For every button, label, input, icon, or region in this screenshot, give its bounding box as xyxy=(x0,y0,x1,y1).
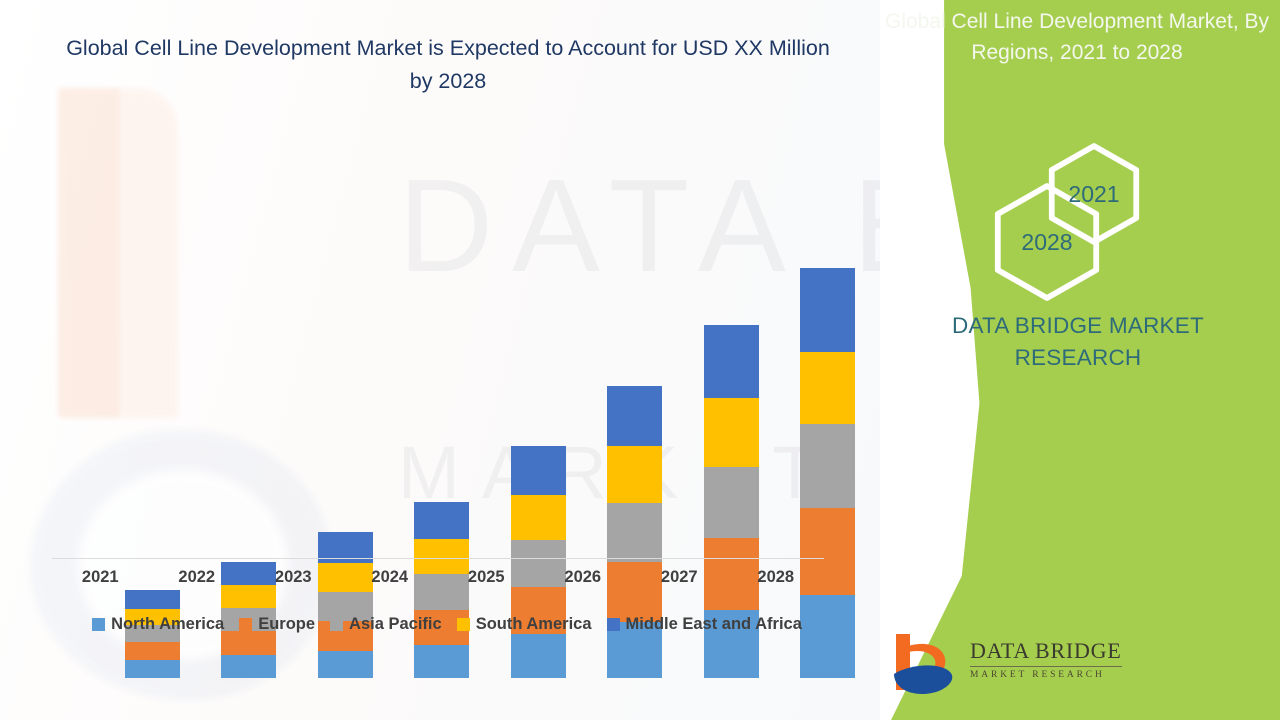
legend-item[interactable]: Asia Pacific xyxy=(330,615,442,634)
bar-segment xyxy=(703,466,759,538)
legend-label: South America xyxy=(475,615,592,633)
bar-segment xyxy=(124,641,180,661)
logo-text-block: DATA BRIDGE MARKET RESEARCH xyxy=(970,638,1130,680)
data-bridge-logo-mark-icon xyxy=(894,634,953,694)
x-axis-tick-label: 2022 xyxy=(178,568,216,586)
x-axis-tick-label: 2025 xyxy=(467,568,505,586)
bar-segment xyxy=(317,532,373,564)
legend-swatch-icon xyxy=(239,618,253,631)
green-panel-heading: Global Cell Line Development Market, By … xyxy=(884,10,1269,64)
legend-swatch-icon xyxy=(606,618,620,631)
bar-segment xyxy=(607,502,663,562)
green-panel: Global Cell Line Development Market, By … xyxy=(838,0,1280,720)
x-axis-tick-label: 2028 xyxy=(757,568,795,586)
legend-label: Middle East and Africa xyxy=(625,615,802,633)
bar-segment xyxy=(800,423,856,509)
bar-segment xyxy=(800,508,856,595)
bar-segment xyxy=(221,561,277,585)
chart-panel: DATA BRIDGE MARKET RESEARCH Global Cell … xyxy=(0,0,880,720)
bar-segment xyxy=(414,645,470,678)
x-axis-tick-label: 2026 xyxy=(564,568,602,586)
legend-swatch-icon xyxy=(330,618,344,631)
x-axis-tick-label: 2027 xyxy=(660,568,698,586)
bar-segment xyxy=(703,610,759,678)
bar-segment xyxy=(703,325,759,398)
chart-title: Global Cell Line Development Market is E… xyxy=(66,36,830,93)
bar-segment xyxy=(800,351,856,424)
legend-swatch-icon xyxy=(456,618,470,631)
background-blob-orange-stem xyxy=(58,88,120,418)
legend-swatch-icon xyxy=(92,618,106,631)
legend-label: Asia Pacific xyxy=(349,615,442,633)
legend-item[interactable]: Europe xyxy=(239,615,315,634)
bar-segment xyxy=(221,584,277,608)
bar-segment xyxy=(607,622,663,678)
bar-segment xyxy=(124,660,180,678)
background-blob-orange xyxy=(58,88,178,418)
legend-label: North America xyxy=(111,615,225,633)
x-axis-line xyxy=(52,558,824,559)
bar-segment xyxy=(317,591,373,622)
bar-segment xyxy=(510,587,566,635)
bar-segment xyxy=(414,538,470,574)
hexagon-2028-label: 2028 xyxy=(1021,228,1073,255)
legend-label: Europe xyxy=(258,615,316,633)
hexagon-outline-icon xyxy=(994,183,1100,301)
bar-segment xyxy=(221,655,277,678)
bar-segment xyxy=(414,574,470,611)
hexagon-2021-label: 2021 xyxy=(1068,180,1120,207)
legend-item[interactable]: North America xyxy=(92,615,224,634)
bar-group xyxy=(104,240,876,678)
bar-segment xyxy=(510,540,566,588)
bar-segment xyxy=(124,590,180,610)
legend-item[interactable]: Middle East and Africa xyxy=(606,615,802,634)
x-axis-tick-label: 2021 xyxy=(81,568,119,586)
bar-segment xyxy=(124,625,180,642)
stacked-bar xyxy=(510,445,566,678)
bar-segment xyxy=(607,385,663,446)
stacked-bar xyxy=(703,325,759,678)
hexagon-badges: 2021 2028 xyxy=(978,140,1208,301)
bar-segment xyxy=(124,609,180,626)
chart-legend: North America Europe Asia Pacific South Ame… xyxy=(52,615,842,634)
bar-segment xyxy=(317,621,373,651)
stacked-bar xyxy=(124,590,180,678)
bar-segment xyxy=(800,268,856,352)
x-axis-labels: 2021 2022 2023 2024 2025 2026 2027 2028 xyxy=(52,568,824,596)
brand-line-1: DATA BRIDGE MARKET xyxy=(951,313,1204,338)
bar-segment xyxy=(607,561,663,623)
logo-divider xyxy=(970,666,1122,667)
x-axis-tick-label: 2023 xyxy=(274,568,312,586)
bar-segment xyxy=(414,501,470,539)
logo-tagline: MARKET RESEARCH xyxy=(970,670,1105,680)
bar-segment xyxy=(317,563,373,592)
stacked-bar xyxy=(414,501,470,678)
stacked-bar xyxy=(221,561,277,678)
legend-item[interactable]: South America xyxy=(456,615,592,634)
bar-segment xyxy=(703,537,759,611)
stacked-bar xyxy=(800,268,856,678)
x-axis-tick-label: 2024 xyxy=(371,568,409,586)
bar-segment xyxy=(607,445,663,503)
brand-name-block: DATA BRIDGE MARKET RESEARCH xyxy=(888,310,1268,374)
brand-line-2: RESEARCH xyxy=(1014,345,1142,370)
logo-name: DATA BRIDGE xyxy=(970,638,1122,663)
bar-segment xyxy=(800,594,856,678)
company-logo: DATA BRIDGE MARKET RESEARCH xyxy=(888,628,1128,700)
stacked-bar xyxy=(607,385,663,678)
bar-segment xyxy=(221,630,277,656)
bar-segment xyxy=(703,397,759,467)
hexagon-2028: 2028 xyxy=(992,182,1102,302)
plot-area xyxy=(52,120,856,678)
stacked-bar xyxy=(317,532,373,678)
bar-segment xyxy=(510,634,566,678)
bar-segment xyxy=(510,495,566,541)
bar-segment xyxy=(317,650,373,678)
bar-segment xyxy=(510,445,566,496)
